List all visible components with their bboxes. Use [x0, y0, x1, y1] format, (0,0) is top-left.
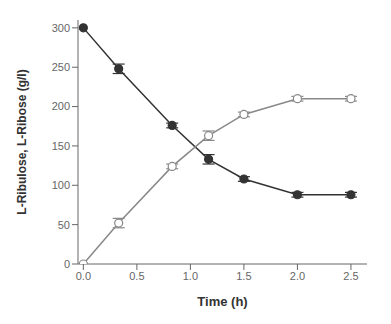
svg-text:50: 50 — [58, 219, 70, 231]
svg-text:0.5: 0.5 — [129, 270, 144, 282]
svg-text:2.0: 2.0 — [290, 270, 305, 282]
svg-text:L-Ribulose, L-Ribose (g/l): L-Ribulose, L-Ribose (g/l) — [15, 69, 29, 214]
svg-text:2.5: 2.5 — [343, 270, 358, 282]
svg-text:1.0: 1.0 — [183, 270, 198, 282]
svg-text:300: 300 — [52, 22, 70, 34]
svg-text:200: 200 — [52, 100, 70, 112]
svg-text:150: 150 — [52, 140, 70, 152]
svg-text:Time (h): Time (h) — [197, 294, 247, 309]
svg-text:100: 100 — [52, 179, 70, 191]
svg-text:250: 250 — [52, 61, 70, 73]
svg-text:0: 0 — [64, 258, 70, 270]
svg-text:1.5: 1.5 — [236, 270, 251, 282]
svg-text:0.0: 0.0 — [76, 270, 91, 282]
